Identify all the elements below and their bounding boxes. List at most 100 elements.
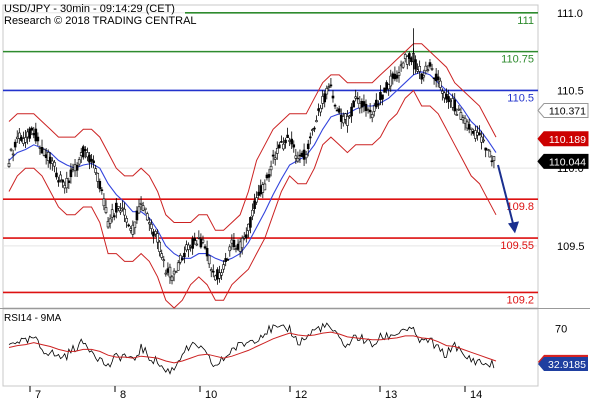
candle-body	[325, 87, 329, 95]
candle-body	[265, 174, 269, 179]
candle-body	[432, 77, 436, 80]
candle-body	[251, 209, 254, 217]
level-label: 109.55	[500, 240, 534, 252]
candle-body	[331, 95, 335, 99]
candle-body	[362, 101, 366, 106]
candle-body	[255, 197, 258, 203]
x-tick-label: 7	[35, 389, 41, 400]
candle-body	[216, 269, 219, 280]
candle-body	[430, 68, 434, 70]
candle-body	[422, 75, 426, 78]
candle-body	[428, 62, 432, 67]
candle-body	[145, 213, 149, 221]
rsi-ma-line	[8, 331, 497, 364]
candle-body	[414, 59, 417, 70]
candle-body	[108, 218, 112, 224]
candle-body	[240, 237, 244, 249]
candle-body	[127, 224, 130, 227]
candle-body	[11, 153, 15, 156]
candle-body	[311, 129, 314, 131]
candle-body	[96, 173, 100, 182]
candle-body	[486, 149, 490, 151]
candle-body	[323, 93, 327, 103]
candle-body	[170, 276, 174, 281]
candle-body	[75, 164, 79, 171]
candle-body	[71, 167, 75, 170]
candle-body	[26, 131, 29, 138]
candle-body	[162, 259, 166, 262]
candle-body	[92, 160, 95, 164]
candle-body	[341, 116, 345, 124]
candle-body	[150, 223, 153, 229]
candle-body	[354, 96, 357, 99]
candle-body	[220, 272, 223, 276]
candle-body	[195, 243, 199, 246]
candle-body	[426, 69, 430, 71]
candle-body	[164, 272, 168, 275]
candle-body	[104, 207, 108, 213]
candle-body	[377, 103, 380, 106]
level-label: 109.2	[506, 294, 534, 306]
price-box-label: 110.189	[549, 134, 586, 146]
candle-body	[185, 244, 188, 251]
candle-body	[490, 160, 494, 163]
price-box	[537, 153, 589, 169]
candle-body	[335, 109, 339, 112]
candle-body	[269, 165, 273, 171]
candle-body	[9, 148, 13, 151]
candle-body	[317, 108, 320, 111]
candle-body	[393, 73, 397, 80]
candle-body	[315, 120, 318, 123]
candle-body	[405, 56, 409, 65]
candle-body	[166, 268, 170, 273]
candle-body	[319, 107, 322, 113]
rsi-line	[8, 322, 495, 375]
candle-body	[447, 96, 450, 103]
candle-body	[94, 168, 97, 173]
candle-body	[339, 114, 343, 122]
candle-body	[267, 174, 271, 178]
candle-body	[284, 139, 287, 144]
candle-body	[36, 136, 40, 142]
candle-body	[242, 236, 246, 239]
candle-body	[360, 101, 364, 108]
candle-body	[469, 127, 473, 130]
candle-body	[344, 113, 347, 120]
forecast-arrow-head	[508, 221, 519, 234]
candle-body	[30, 127, 33, 131]
candle-body	[476, 132, 479, 136]
candle-body	[129, 228, 133, 231]
bollinger-upper	[8, 43, 497, 231]
candle-body	[263, 183, 267, 191]
candle-body	[249, 217, 252, 228]
candle-body	[399, 64, 403, 67]
candle-body	[224, 258, 227, 262]
candle-body	[211, 270, 215, 273]
candle-body	[438, 80, 442, 88]
candle-body	[187, 244, 190, 250]
candle-body	[203, 246, 207, 249]
candle-body	[183, 252, 186, 258]
candle-body	[455, 114, 459, 116]
candle-body	[117, 206, 120, 209]
candle-body	[160, 253, 164, 258]
candle-body	[59, 174, 62, 181]
candle-body	[253, 200, 256, 210]
candle-body	[228, 246, 232, 252]
candle-body	[366, 109, 370, 112]
candle-body	[218, 272, 221, 279]
candle-body	[156, 233, 159, 243]
header-line1: USD/JPY - 30min - 09:14:29 (CET)	[4, 3, 175, 15]
candle-body	[77, 159, 81, 165]
candle-body	[106, 220, 110, 228]
candle-body	[168, 266, 172, 278]
candle-body	[275, 147, 279, 154]
candle-body	[329, 84, 333, 87]
candle-body	[321, 96, 324, 104]
candle-body	[397, 72, 401, 76]
candle-body	[32, 132, 36, 136]
forecast-arrow-shaft	[497, 164, 515, 228]
candle-body	[53, 161, 56, 167]
candle-body	[288, 140, 291, 142]
